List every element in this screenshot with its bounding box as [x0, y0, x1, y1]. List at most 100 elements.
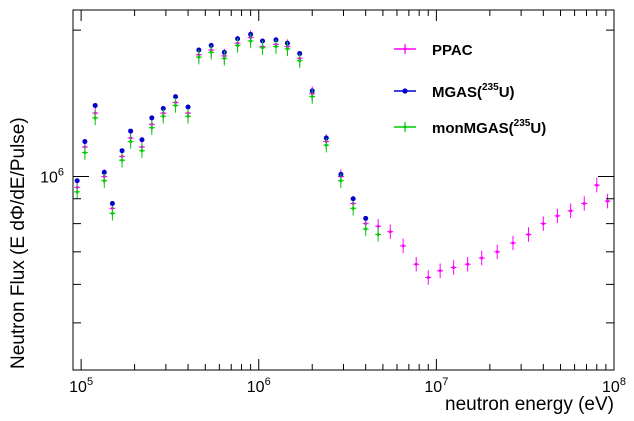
series-ppac [74, 30, 611, 285]
x-tick-label: 105 [69, 376, 93, 396]
x-tick-label-exp: 8 [620, 376, 626, 388]
x-tick-label: 108 [602, 376, 626, 396]
y-tick-label-exp: 6 [58, 167, 64, 179]
series-monmgas-point [339, 179, 343, 183]
series-monmgas-point [75, 190, 79, 194]
series-monmgas-point [364, 227, 368, 231]
legend-entry-ppac: PPAC [394, 42, 473, 59]
series-mgas-point [363, 215, 369, 221]
series-monmgas-point [222, 56, 226, 60]
legend-label-mgas-sup: 235 [482, 82, 499, 93]
series-monmgas-point [261, 46, 265, 50]
legend-marker-mgas [402, 88, 408, 94]
series-ppac-point [595, 183, 599, 187]
series-mgas-point [101, 169, 107, 175]
data-layer [74, 30, 611, 285]
legend-label-monmgas-sup: 235 [514, 118, 531, 129]
series-mgas [74, 31, 369, 221]
y-tick-label: 106 [40, 167, 64, 187]
series-ppac-point [606, 199, 610, 203]
legend-marker-monmgas [403, 125, 407, 129]
series-monmgas-point [324, 143, 328, 147]
series-monmgas-point [83, 151, 87, 155]
series-ppac-point [480, 256, 484, 260]
legend-label-monmgas-suffix: U) [530, 120, 546, 137]
series-monmgas-point [285, 47, 289, 51]
legend-label-mgas: MGAS(235U) [432, 82, 515, 101]
x-tick-label-base: 10 [602, 379, 620, 396]
series-ppac-point [526, 232, 530, 236]
legend-label-monmgas: monMGAS(235U) [432, 118, 546, 137]
series-mgas-point [82, 139, 88, 145]
series-mgas-point [149, 115, 155, 121]
x-tick-label-exp: 6 [265, 376, 271, 388]
series-monmgas-point [249, 39, 253, 43]
series-ppac-point [414, 262, 418, 266]
x-tick-label-exp: 5 [87, 376, 93, 388]
series-monmgas-point [236, 43, 240, 47]
series-mgas-point [128, 128, 134, 134]
series-ppac-point [555, 214, 559, 218]
series-mgas-point [160, 105, 166, 111]
series-mgas-point [350, 196, 356, 202]
series-monmgas-point [93, 116, 97, 120]
series-ppac-point [541, 222, 545, 226]
legend-label-monmgas-prefix: monMGAS( [432, 120, 514, 137]
y-axis-title: Neutron Flux (E dΦ/dE/Pulse) [8, 117, 29, 369]
y-tick-label-base: 10 [40, 170, 58, 187]
series-ppac-point [511, 241, 515, 245]
series-ppac-point [495, 250, 499, 254]
series-monmgas-point [120, 158, 124, 162]
legend: PPAC MGAS(235U) monMGAS(235U) [394, 42, 546, 137]
series-monmgas-point [351, 206, 355, 210]
series-monmgas-point [174, 103, 178, 107]
plot-frame [72, 9, 615, 371]
series-monmgas-point [274, 45, 278, 49]
series-monmgas-point [102, 179, 106, 183]
series-ppac-point [466, 262, 470, 266]
series-monmgas-point [110, 211, 114, 215]
y-axis: 106 [40, 29, 614, 371]
legend-marker-ppac [403, 47, 407, 51]
x-tick-label-base: 10 [69, 379, 87, 396]
series-mgas-point [92, 102, 98, 108]
series-monmgas-point [161, 114, 165, 118]
series-mgas-point [119, 148, 125, 154]
series-monmgas-point [376, 232, 380, 236]
series-monmgas-point [186, 114, 190, 118]
series-mgas-point [173, 94, 179, 100]
series-mgas-point [185, 104, 191, 110]
series-ppac-point [376, 224, 380, 228]
series-ppac-point [426, 275, 430, 279]
legend-label-ppac: PPAC [432, 42, 473, 59]
series-monmgas [74, 33, 382, 242]
legend-label-mgas-prefix: MGAS( [432, 84, 482, 101]
series-monmgas-point [150, 126, 154, 130]
series-monmgas-point [129, 140, 133, 144]
series-monmgas-point [209, 50, 213, 54]
series-monmgas-point [140, 149, 144, 153]
x-tick-label-exp: 7 [442, 376, 448, 388]
legend-entry-mgas: MGAS(235U) [394, 82, 515, 101]
x-tick-label-base: 10 [424, 379, 442, 396]
series-monmgas-point [298, 59, 302, 63]
series-monmgas-point [310, 95, 314, 99]
series-mgas-point [109, 200, 115, 206]
series-ppac-point [582, 201, 586, 205]
series-ppac-point [388, 230, 392, 234]
series-ppac-point [401, 244, 405, 248]
series-ppac-point [438, 269, 442, 273]
x-tick-label: 106 [247, 376, 271, 396]
series-mgas-point [74, 178, 80, 184]
legend-entry-monmgas: monMGAS(235U) [394, 118, 546, 137]
x-axis: 105 106 107 108 [69, 10, 626, 396]
x-tick-label-base: 10 [247, 379, 265, 396]
series-mgas-point [139, 137, 145, 143]
legend-label-mgas-suffix: U) [499, 84, 515, 101]
series-ppac-point [569, 209, 573, 213]
x-tick-label: 107 [424, 376, 448, 396]
x-axis-title: neutron energy (eV) [445, 394, 614, 415]
series-ppac-point [452, 265, 456, 269]
series-monmgas-point [197, 55, 201, 59]
